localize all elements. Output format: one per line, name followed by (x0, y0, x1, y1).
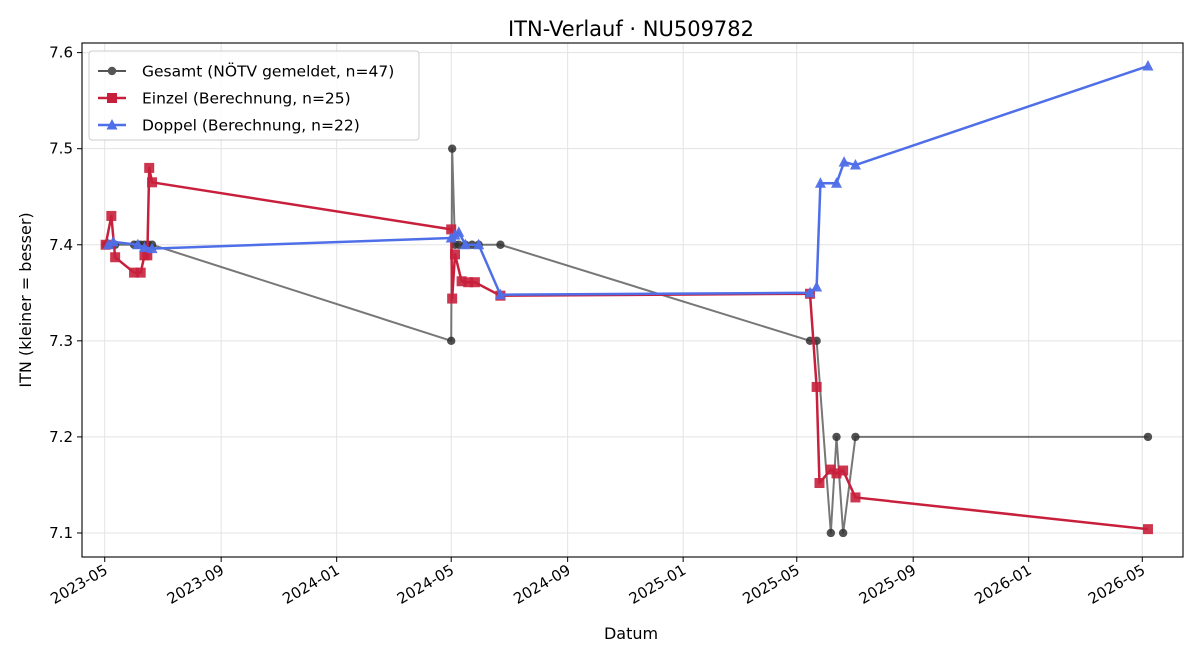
einzel-point (129, 267, 140, 278)
einzel-series (100, 162, 1153, 535)
legend-marker (107, 93, 117, 103)
y-axis-title: ITN (kleiner = besser) (16, 212, 35, 387)
einzel-point (110, 252, 121, 263)
einzel-point (144, 162, 155, 173)
legend-label: Einzel (Berechnung, n=25) (142, 90, 351, 108)
doppel-point (831, 177, 843, 188)
x-tick-label: 2025-05 (739, 561, 802, 608)
legend-label: Gesamt (NÖTV gemeldet, n=47) (142, 62, 394, 81)
plot-area-frame (81, 42, 1184, 558)
gesamt-point (1143, 432, 1153, 442)
einzel-line (104, 166, 1149, 531)
x-tick-label: 2023-09 (164, 561, 227, 608)
einzel-point (469, 277, 480, 288)
doppel-point (138, 241, 150, 253)
x-axis: 2023-05 2023-09 2024-01 2024-05 2024-09 2025-… (47, 557, 1148, 608)
gesamt-point (851, 432, 860, 442)
gesamt-point (447, 144, 457, 153)
doppel-point (814, 177, 826, 188)
y-tick-label: 7.5 (49, 140, 73, 158)
einzel-point (850, 492, 861, 503)
y-tick-label: 7.6 (49, 44, 73, 62)
einzel-point (456, 276, 467, 287)
y-tick-label: 7.3 (49, 332, 73, 350)
series-layer (100, 60, 1154, 538)
gesamt-point (447, 336, 456, 346)
einzel-point (147, 177, 158, 188)
x-tick-label: 2025-01 (626, 561, 689, 608)
gesamt-point (832, 432, 841, 442)
einzel-point (449, 249, 460, 260)
legend-marker (107, 66, 117, 76)
doppel-point (146, 242, 158, 254)
einzel-point (447, 293, 458, 304)
doppel-series (103, 60, 1154, 300)
einzel-point (814, 478, 825, 489)
einzel-point (142, 250, 153, 261)
einzel-point (106, 210, 117, 221)
x-tick-label: 2026-05 (1085, 561, 1148, 608)
x-tick-label: 2023-05 (47, 561, 110, 608)
doppel-point (459, 238, 471, 250)
einzel-point (463, 277, 474, 288)
gesamt-point (826, 528, 836, 538)
gesamt-point (496, 240, 505, 249)
einzel-point (446, 224, 457, 235)
einzel-point (135, 267, 146, 278)
legend-box (88, 50, 420, 141)
gesamt-point (838, 528, 848, 538)
doppel-point (838, 156, 850, 167)
y-tick-label: 7.1 (49, 524, 73, 542)
doppel-point (1142, 60, 1154, 71)
doppel-point (811, 281, 823, 292)
x-tick-label: 2024-09 (510, 561, 573, 608)
einzel-point (831, 468, 842, 479)
einzel-point (1142, 524, 1153, 535)
y-axis: 7.1 7.2 7.3 7.4 7.5 7.6 (49, 44, 82, 542)
x-tick-label: 2024-05 (394, 561, 457, 608)
x-axis-title: Datum (604, 624, 658, 643)
einzel-point (825, 464, 836, 475)
x-tick-label: 2025-09 (856, 561, 919, 608)
chart-title: ITN-Verlauf · NU509782 (508, 17, 754, 41)
doppel-point (494, 288, 506, 300)
y-tick-label: 7.4 (49, 236, 73, 254)
legend-marker (106, 119, 118, 130)
doppel-point (804, 286, 816, 298)
legend: Gesamt (NÖTV gemeldet, n=47) Einzel (Bere… (88, 50, 420, 141)
einzel-point (838, 465, 849, 476)
doppel-point (849, 159, 861, 170)
einzel-point (811, 381, 822, 392)
x-tick-label: 2024-01 (279, 561, 342, 608)
doppel-point (132, 238, 144, 250)
legend-label: Doppel (Berechnung, n=22) (142, 117, 360, 135)
gesamt-point (454, 240, 463, 249)
doppel-point (103, 238, 115, 250)
x-tick-label: 2026-01 (971, 561, 1034, 608)
y-tick-label: 7.2 (49, 428, 73, 446)
doppel-point (453, 226, 465, 237)
doppel-point (107, 235, 119, 247)
doppel-point (473, 238, 485, 250)
